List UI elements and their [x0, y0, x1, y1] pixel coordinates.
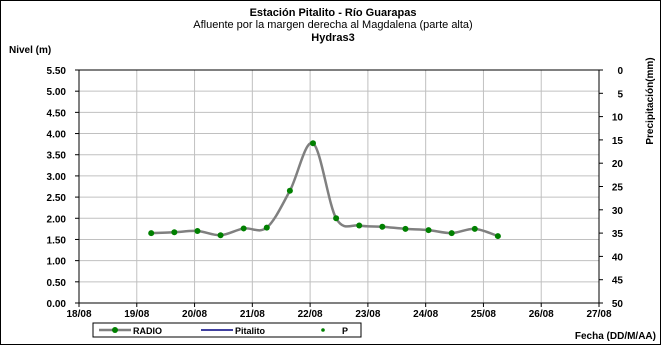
y-tick-label: 3.00: [47, 172, 67, 183]
data-point: [286, 187, 293, 194]
x-tick-label: 25/08: [471, 309, 496, 320]
plot-border: [78, 69, 600, 304]
x-axis-label: Fecha (DD/M/AA): [575, 331, 656, 342]
data-point: [263, 224, 270, 231]
y2-tick-label: 30: [612, 206, 624, 217]
data-point: [194, 227, 201, 234]
y-tick-label: 2.00: [47, 214, 67, 225]
y-tick-label: 2.50: [47, 193, 67, 204]
chart-title: Estación Pitalito - Río Guarapas: [250, 7, 417, 19]
x-tick-label: 21/08: [240, 309, 265, 320]
legend: RADIO Pitalito P: [92, 322, 362, 338]
y-tick-label: 5.50: [47, 66, 67, 77]
y2-tick-label: 10: [612, 113, 624, 124]
y-tick-label: 4.50: [47, 108, 67, 119]
series-line-radio: [151, 142, 499, 238]
y2-tick-label: 0: [617, 66, 623, 77]
y-tick-label: 3.50: [47, 151, 67, 162]
data-point: [379, 223, 386, 230]
y2-tick-label: 45: [612, 276, 624, 287]
data-point: [171, 229, 178, 236]
y2-tick-label: 20: [612, 159, 624, 170]
y2-tick-label: 35: [612, 229, 624, 240]
data-point: [356, 222, 363, 229]
y-tick-label: 1.00: [47, 257, 67, 268]
data-point: [402, 225, 409, 232]
y-tick-label: 0.50: [47, 278, 67, 289]
x-tick-label: 20/08: [182, 309, 207, 320]
y-axis-label: Nivel (m): [9, 45, 51, 56]
legend-marker-p: [321, 328, 325, 332]
x-tick-label: 23/08: [355, 309, 380, 320]
y2-tick-label: 5: [617, 89, 623, 100]
y-tick-label: 1.50: [47, 235, 67, 246]
data-point: [310, 140, 316, 147]
legend-label-radio: RADIO: [133, 326, 162, 336]
legend-marker-radio: [112, 327, 118, 333]
y2-tick-label: 15: [612, 136, 624, 147]
x-tick-label: 22/08: [298, 309, 323, 320]
x-tick-label: 19/08: [124, 309, 149, 320]
data-point: [448, 230, 455, 237]
y-tick-label: 5.00: [47, 87, 67, 98]
data-point: [333, 215, 340, 222]
chart-subtitle-2: Hydras3: [311, 32, 354, 44]
data-point: [148, 230, 155, 237]
x-tick-label: 26/08: [529, 309, 554, 320]
y-tick-label: 4.00: [47, 130, 67, 141]
legend-label-pitalito: Pitalito: [235, 326, 266, 336]
chart-subtitle: Afluente por la margen derecha al Magdal…: [193, 19, 472, 31]
y2-tick-label: 40: [612, 252, 624, 263]
data-point: [240, 225, 247, 232]
data-point: [494, 233, 501, 240]
x-tick-label: 24/08: [413, 309, 438, 320]
x-tick-label: 18/08: [66, 309, 91, 320]
data-point: [425, 227, 432, 234]
y2-tick-label: 50: [612, 299, 624, 310]
y2-tick-label: 25: [612, 183, 624, 194]
data-point: [217, 232, 224, 239]
data-point: [471, 225, 478, 232]
y2-axis-label: Precipitación(mm): [645, 57, 656, 144]
y-tick-label: 0.00: [47, 299, 67, 310]
legend-label-p: P: [342, 326, 348, 336]
plot-area: 0.00 0.50 1.00 1.50 2.00 2.50 3.00 3.50 4.00 4.50…: [47, 66, 624, 320]
x-tick-label: 27/08: [586, 309, 611, 320]
